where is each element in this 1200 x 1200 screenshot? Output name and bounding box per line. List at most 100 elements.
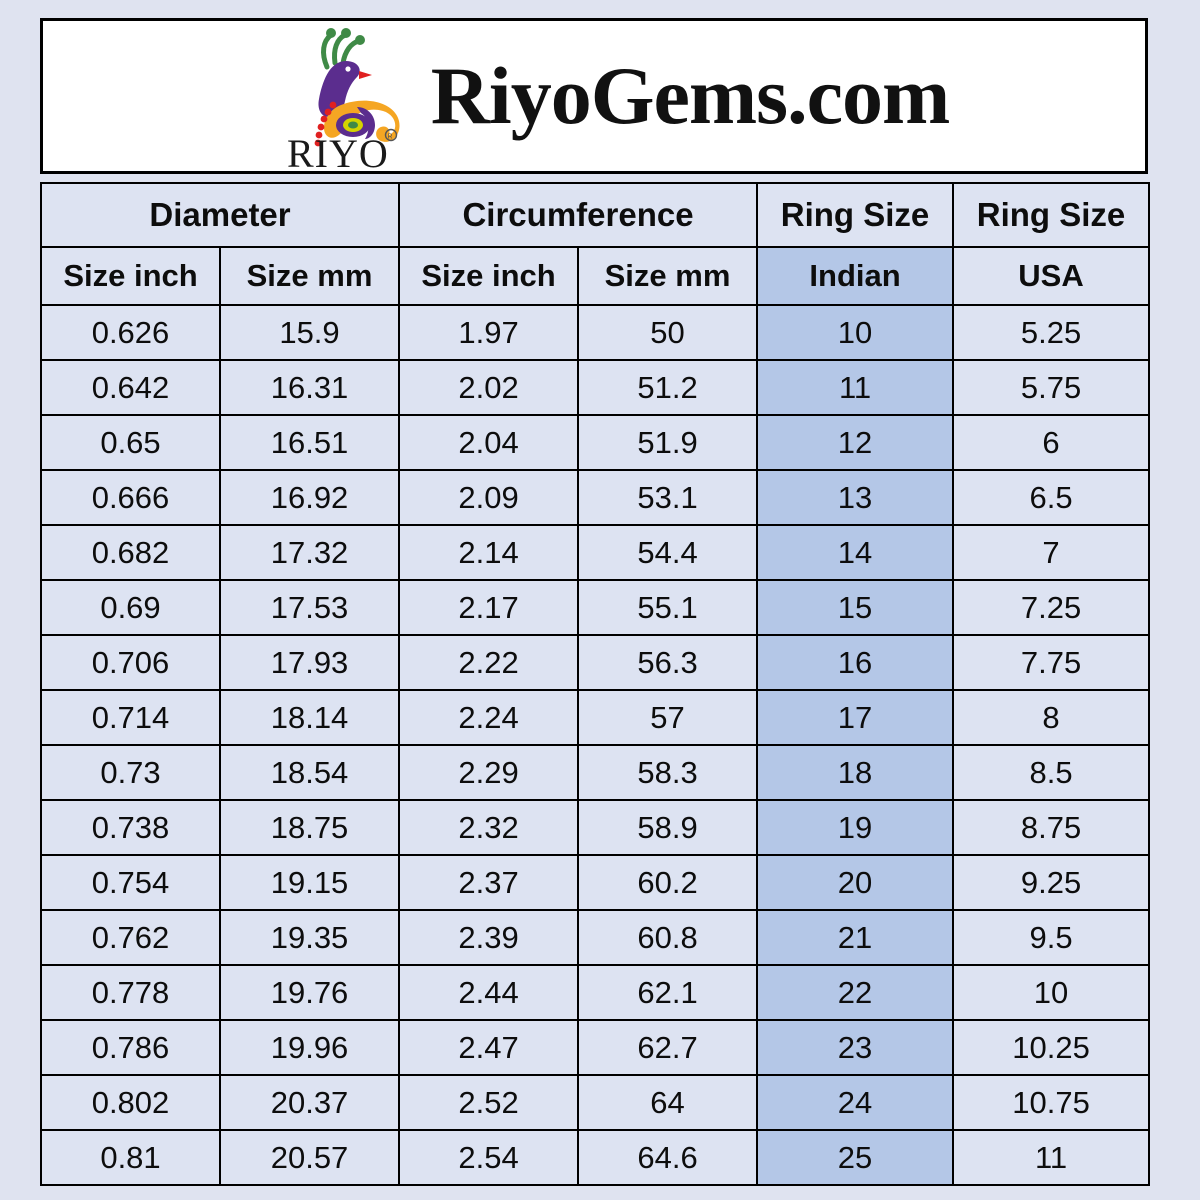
table-cell: 19 (756, 799, 955, 856)
table-cell: 62.1 (577, 964, 759, 1021)
group-header-ring-size-usa: Ring Size (952, 182, 1151, 248)
table-header: Diameter Circumference Ring Size Ring Si… (39, 182, 1151, 306)
table-cell: 51.9 (577, 414, 759, 471)
table-cell: 25 (756, 1129, 955, 1186)
table-row: 0.626 15.9 1.97 50 10 5.25 (40, 304, 1151, 361)
table-row: 0.714 18.14 2.24 57 17 8 (40, 689, 1151, 746)
table-cell: 53.1 (577, 469, 759, 526)
table-cell: 2.24 (398, 689, 580, 746)
table-cell: 0.802 (40, 1074, 221, 1131)
table-cell: 56.3 (577, 634, 759, 691)
table-cell: 21 (756, 909, 955, 966)
table-cell: 6 (952, 414, 1151, 471)
table-cell: 17.32 (218, 524, 401, 581)
table-cell: 7.25 (952, 579, 1151, 636)
table-cell: 7.75 (952, 634, 1151, 691)
table-cell: 11 (756, 359, 955, 416)
table-cell: 15 (756, 579, 955, 636)
table-cell: 10.25 (952, 1019, 1151, 1076)
table-row: 0.778 19.76 2.44 62.1 22 10 (40, 964, 1151, 1021)
table-row: 0.81 20.57 2.54 64.6 25 11 (40, 1129, 1151, 1186)
table-cell: 8 (952, 689, 1151, 746)
table-cell: 0.762 (40, 909, 221, 966)
table-cell: 2.09 (398, 469, 580, 526)
table-row: 0.666 16.92 2.09 53.1 13 6.5 (40, 469, 1151, 526)
sub-header-indian: Indian (756, 246, 955, 306)
table-cell: 0.706 (40, 634, 221, 691)
table-cell: 1.97 (398, 304, 580, 361)
group-header-diameter: Diameter (39, 182, 401, 248)
table-cell: 0.81 (40, 1129, 221, 1186)
table-cell: 18.75 (218, 799, 401, 856)
svg-text:R: R (387, 134, 392, 141)
table-cell: 2.37 (398, 854, 580, 911)
table-cell: 2.39 (398, 909, 580, 966)
table-cell: 18 (756, 744, 955, 801)
brand-lockup: RIYO R RiyoGems.com (271, 21, 950, 171)
table-cell: 6.5 (952, 469, 1151, 526)
peacock-logo-icon: RIYO R (287, 28, 400, 171)
table-cell: 60.2 (577, 854, 759, 911)
table-cell: 2.32 (398, 799, 580, 856)
table-cell: 2.29 (398, 744, 580, 801)
table-cell: 20.37 (218, 1074, 401, 1131)
table-cell: 16.31 (218, 359, 401, 416)
table-cell: 2.14 (398, 524, 580, 581)
table-cell: 20 (756, 854, 955, 911)
table-cell: 0.682 (40, 524, 221, 581)
table-cell: 0.754 (40, 854, 221, 911)
table-body: 0.626 15.9 1.97 50 10 5.25 0.642 16.31 2.02 51.2 1… (40, 304, 1151, 1186)
table-cell: 0.65 (40, 414, 221, 471)
group-header-ring-size-indian: Ring Size (756, 182, 955, 248)
table-cell: 19.15 (218, 854, 401, 911)
sub-header-circumference-inch: Size inch (398, 246, 580, 306)
table-row: 0.706 17.93 2.22 56.3 16 7.75 (40, 634, 1151, 691)
table-row: 0.802 20.37 2.52 64 24 10.75 (40, 1074, 1151, 1131)
table-cell: 10.75 (952, 1074, 1151, 1131)
table-cell: 13 (756, 469, 955, 526)
table-cell: 8.5 (952, 744, 1151, 801)
table-row: 0.738 18.75 2.32 58.9 19 8.75 (40, 799, 1151, 856)
table-cell: 7 (952, 524, 1151, 581)
sub-header-circumference-mm: Size mm (577, 246, 759, 306)
page-title: RiyoGems.com (430, 50, 951, 141)
brand-header: RIYO R RiyoGems.com (40, 18, 1148, 174)
table-row: 0.786 19.96 2.47 62.7 23 10.25 (40, 1019, 1151, 1076)
table-cell: 0.738 (40, 799, 221, 856)
sub-header-usa: USA (952, 246, 1151, 306)
table-cell: 62.7 (577, 1019, 759, 1076)
table-cell: 2.54 (398, 1129, 580, 1186)
ring-size-table-container: Diameter Circumference Ring Size Ring Si… (39, 182, 1151, 1186)
table-row: 0.762 19.35 2.39 60.8 21 9.5 (40, 909, 1151, 966)
table-cell: 11 (952, 1129, 1151, 1186)
table-cell: 16.51 (218, 414, 401, 471)
table-cell: 58.3 (577, 744, 759, 801)
table-row: 0.73 18.54 2.29 58.3 18 8.5 (40, 744, 1151, 801)
table-cell: 8.75 (952, 799, 1151, 856)
table-group-header-row: Diameter Circumference Ring Size Ring Si… (39, 182, 1151, 248)
table-cell: 0.69 (40, 579, 221, 636)
table-cell: 17 (756, 689, 955, 746)
table-cell: 2.02 (398, 359, 580, 416)
table-cell: 19.35 (218, 909, 401, 966)
table-row: 0.642 16.31 2.02 51.2 11 5.75 (40, 359, 1151, 416)
table-cell: 14 (756, 524, 955, 581)
table-cell: 0.626 (40, 304, 221, 361)
table-cell: 2.44 (398, 964, 580, 1021)
table-row: 0.65 16.51 2.04 51.9 12 6 (40, 414, 1151, 471)
table-cell: 54.4 (577, 524, 759, 581)
table-cell: 20.57 (218, 1129, 401, 1186)
table-cell: 0.786 (40, 1019, 221, 1076)
table-cell: 19.96 (218, 1019, 401, 1076)
table-cell: 0.642 (40, 359, 221, 416)
table-cell: 58.9 (577, 799, 759, 856)
table-cell: 57 (577, 689, 759, 746)
table-cell: 15.9 (218, 304, 401, 361)
ring-size-table: Diameter Circumference Ring Size Ring Si… (39, 182, 1151, 1186)
table-cell: 2.17 (398, 579, 580, 636)
table-cell: 0.666 (40, 469, 221, 526)
table-cell: 10 (952, 964, 1151, 1021)
table-cell: 17.93 (218, 634, 401, 691)
table-cell: 16 (756, 634, 955, 691)
